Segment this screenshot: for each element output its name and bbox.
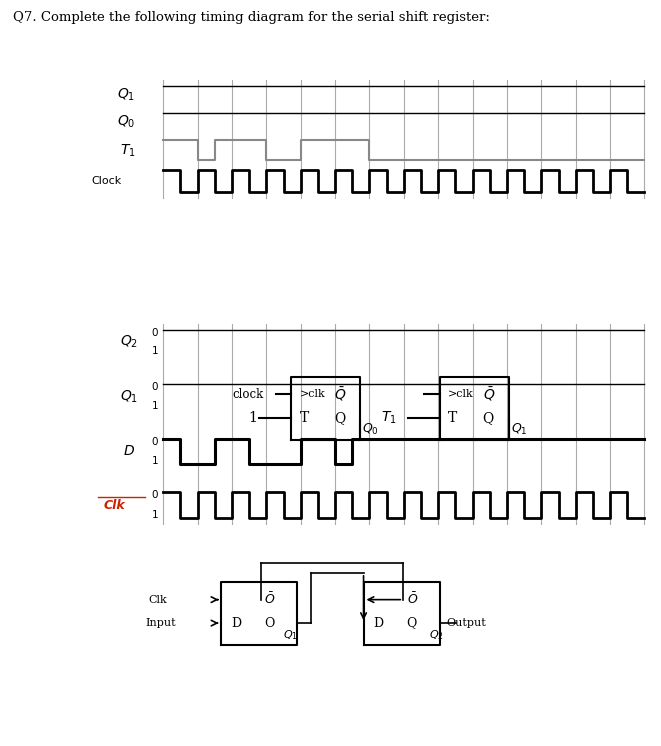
Text: Output: Output [446,618,486,628]
Text: $Q_2$: $Q_2$ [429,628,444,642]
Text: $D$: $D$ [123,445,136,458]
Text: $Q_1$: $Q_1$ [284,628,298,642]
Text: $\bar{Q}$: $\bar{Q}$ [483,386,495,404]
Text: 0: 0 [152,327,158,338]
Text: Clk: Clk [149,595,167,605]
Text: $T_1$: $T_1$ [381,410,397,426]
Text: 1: 1 [151,401,158,411]
Text: $Q_1$: $Q_1$ [120,389,138,404]
Text: $\bar{O}$: $\bar{O}$ [264,592,276,607]
Text: 1: 1 [151,456,158,466]
Text: $\bar{Q}$: $\bar{Q}$ [334,386,346,404]
Text: Q7. Complete the following timing diagram for the serial shift register:: Q7. Complete the following timing diagra… [13,11,490,24]
Text: $Q_0$: $Q_0$ [117,114,136,130]
Text: 0: 0 [152,436,158,447]
Text: $Q_0$: $Q_0$ [362,422,379,437]
Text: Q: Q [334,411,345,425]
Text: 0: 0 [152,490,158,501]
Text: $T_1$: $T_1$ [120,142,136,158]
Text: $Q_1$: $Q_1$ [511,422,527,437]
Text: 1: 1 [151,346,158,357]
Text: O: O [264,617,275,630]
Text: Q: Q [407,617,417,630]
Text: $Q_1$: $Q_1$ [117,87,136,102]
Text: T: T [448,411,457,425]
Text: Clk: Clk [104,499,126,512]
Text: Clock: Clock [91,176,121,186]
Text: >clk: >clk [299,389,325,400]
Text: 0: 0 [152,382,158,392]
Text: $Q_2$: $Q_2$ [120,334,138,350]
Text: Q: Q [483,411,494,425]
Text: T: T [299,411,309,425]
Text: 1: 1 [248,411,256,425]
Text: $\bar{O}$: $\bar{O}$ [407,592,418,607]
Text: clock: clock [233,388,264,401]
Text: 1: 1 [151,510,158,521]
Text: Input: Input [145,618,176,628]
Text: D: D [373,617,383,630]
Text: D: D [231,617,241,630]
Text: >clk: >clk [448,389,474,400]
